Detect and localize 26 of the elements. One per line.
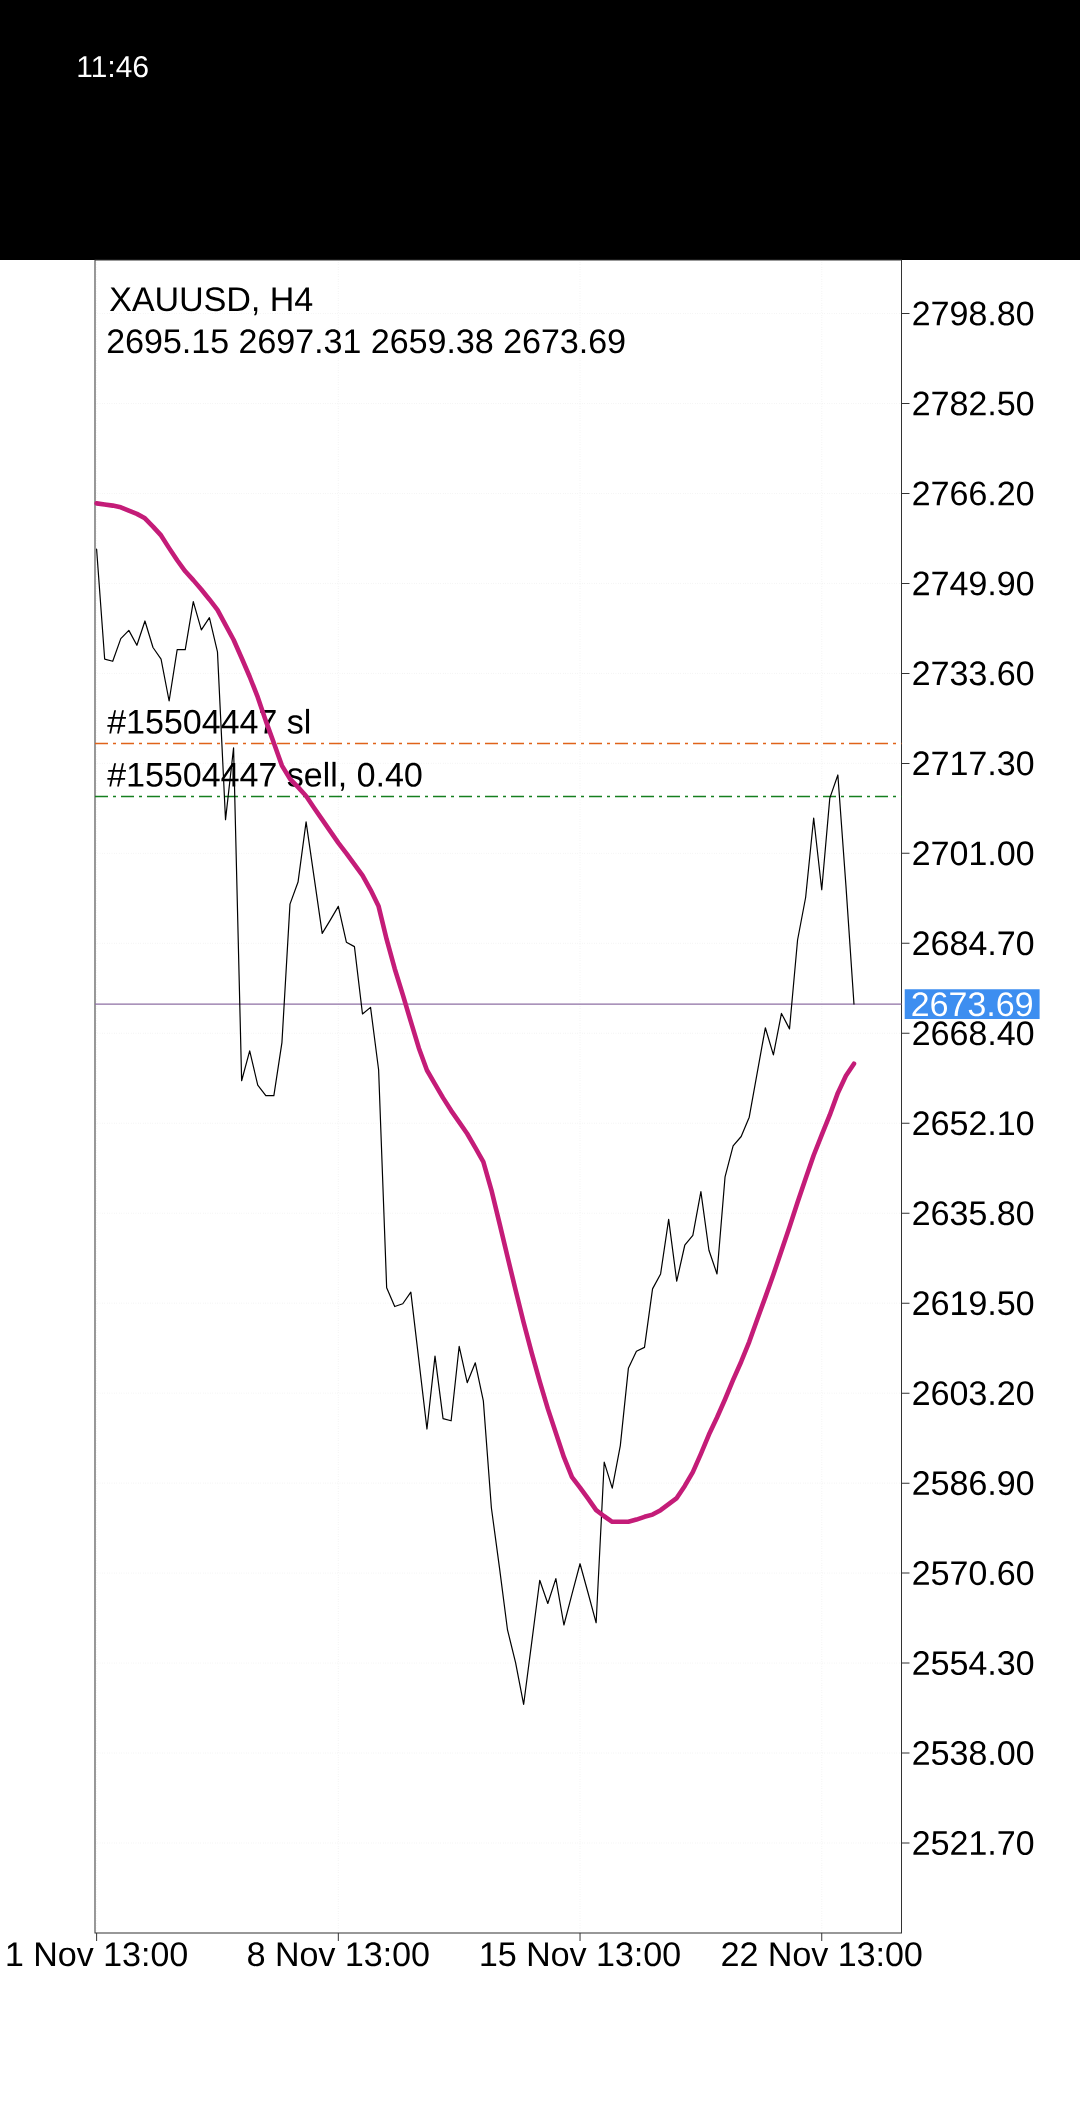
y-tick-label: 2717.30	[913, 751, 1034, 776]
y-tick-label: 2668.40	[913, 1021, 1034, 1046]
ref-line-label: 2673.69	[912, 992, 1032, 1017]
y-tick-label: 2701.00	[913, 841, 1034, 866]
y-tick-label: 2766.20	[913, 481, 1034, 506]
text: XAUUSD, H4	[109, 287, 313, 316]
y-tick-label: 2635.80	[913, 1201, 1034, 1226]
y-tick-label: 2798.80	[913, 301, 1034, 326]
y-tick-label: 2749.90	[913, 571, 1034, 596]
y-tick-label: 2554.30	[913, 1651, 1034, 1676]
y-tick-label: 2538.00	[913, 1741, 1034, 1766]
text: 11:46	[78, 56, 148, 78]
x-tick-label: 22 Nov 13:00	[722, 1942, 922, 1967]
x-tick-label: 1 Nov 13:00	[7, 1942, 187, 1967]
text: 2695.15 2697.31 2659.38 2673.69	[107, 329, 625, 354]
y-tick-label: 2619.50	[913, 1291, 1034, 1316]
y-tick-label: 2586.90	[913, 1471, 1034, 1496]
y-tick-label: 2570.60	[913, 1561, 1034, 1586]
y-tick-label: 2733.60	[913, 661, 1034, 686]
x-tick-label: 8 Nov 13:00	[248, 1942, 429, 1967]
y-tick-label: 2603.20	[913, 1381, 1034, 1406]
y-tick-label: 2684.70	[913, 931, 1034, 956]
y-tick-label: 2782.50	[913, 391, 1034, 416]
x-tick-label: 15 Nov 13:00	[481, 1942, 680, 1967]
y-tick-label: 2521.70	[913, 1830, 1034, 1856]
y-tick-label: 2652.10	[913, 1111, 1034, 1136]
